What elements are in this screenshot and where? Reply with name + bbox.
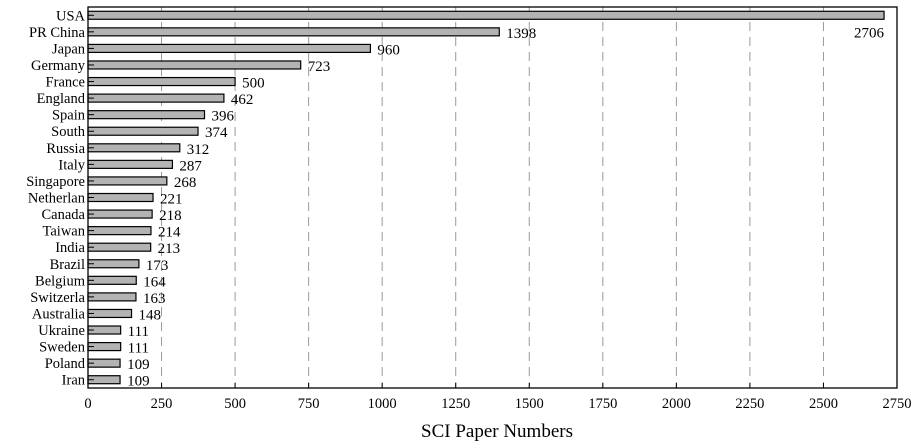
category-label: Canada — [42, 207, 86, 223]
category-label: India — [55, 240, 85, 256]
bar-spain — [87, 110, 206, 120]
value-label: 109 — [127, 374, 150, 390]
bar-australia — [87, 308, 133, 319]
bar-germany — [87, 60, 302, 70]
category-label: Iran — [62, 373, 86, 389]
value-labels: 2706139896072350046239637431228726822121… — [127, 25, 884, 389]
category-label: Italy — [58, 157, 85, 173]
category-label: Switzerla — [30, 290, 85, 306]
x-ticks: 0 250 500 750 1000 1250 1500 1750 2000 2250 2500 27… — [84, 383, 912, 412]
category-label: Japan — [52, 41, 86, 57]
bar-russia — [87, 143, 181, 153]
plot-frame — [87, 6, 898, 389]
grid-layer — [161, 7, 824, 388]
category-label: Belgium — [35, 273, 86, 289]
bar-france — [87, 76, 236, 87]
value-label: 1398 — [506, 26, 536, 42]
x-tick-label: 2250 — [735, 396, 764, 412]
value-label: 268 — [174, 175, 197, 191]
category-label: Australia — [32, 306, 86, 322]
category-label: Netherlan — [28, 191, 86, 207]
category-label: Spain — [52, 108, 86, 124]
value-label: 164 — [143, 274, 166, 290]
category-label: USA — [56, 8, 86, 24]
x-tick-label: 750 — [298, 396, 320, 412]
category-label: Poland — [45, 356, 86, 372]
value-label: 214 — [158, 225, 181, 241]
category-label: England — [37, 91, 86, 107]
bar-brazil — [87, 259, 140, 269]
category-label: Sweden — [39, 340, 86, 356]
value-label: 396 — [211, 109, 234, 125]
bar-usa — [87, 10, 885, 20]
value-label: 723 — [308, 59, 331, 75]
bar-belgium — [87, 275, 137, 285]
value-label: 109 — [127, 357, 150, 373]
value-label: 312 — [187, 142, 210, 158]
value-label: 213 — [158, 241, 181, 257]
category-label: Brazil — [50, 257, 85, 273]
category-label: Ukraine — [38, 323, 85, 339]
bar-england — [87, 93, 225, 103]
x-tick-label: 2500 — [809, 396, 838, 412]
category-label: PR China — [29, 25, 86, 41]
bar-japan — [87, 43, 372, 54]
value-label: 111 — [128, 324, 149, 340]
value-label: 374 — [205, 125, 228, 141]
x-tick-label: 1500 — [515, 396, 544, 412]
category-label: Russia — [46, 141, 85, 157]
value-label: 148 — [139, 307, 162, 323]
bar-switzerla — [87, 292, 137, 302]
category-label: France — [46, 75, 85, 91]
category-label: Taiwan — [43, 224, 86, 240]
value-label: 500 — [242, 76, 265, 92]
x-tick-label: 2750 — [883, 396, 912, 412]
category-label: Singapore — [26, 174, 85, 190]
x-axis-label: SCI Paper Numbers — [421, 421, 573, 442]
value-label: 462 — [231, 92, 254, 108]
x-tick-label: 1000 — [368, 396, 397, 412]
category-label: Germany — [31, 58, 86, 74]
value-label: 111 — [128, 341, 149, 357]
bar-canada — [87, 209, 153, 219]
x-tick-label: 500 — [224, 396, 246, 412]
bar-netherlan — [87, 192, 154, 203]
value-label: 163 — [143, 291, 166, 307]
x-tick-label: 1250 — [441, 396, 470, 412]
x-tick-label: 2000 — [662, 396, 691, 412]
bar-layer — [87, 10, 885, 385]
bar-south — [87, 126, 199, 136]
bar-singapore — [87, 176, 168, 186]
bar-taiwan — [87, 226, 152, 236]
x-tick-label: 1750 — [588, 396, 617, 412]
bar-india — [87, 242, 152, 252]
value-label: 2706 — [854, 25, 885, 41]
category-label: South — [51, 124, 86, 140]
value-label: 221 — [160, 192, 183, 208]
x-tick-label: 250 — [151, 396, 173, 412]
bar-italy — [87, 159, 174, 169]
value-label: 960 — [377, 42, 400, 58]
bar-pr-china — [87, 27, 500, 37]
y-ticks — [88, 14, 94, 381]
value-label: 173 — [146, 258, 169, 274]
value-label: 287 — [179, 158, 202, 174]
x-tick-label: 0 — [84, 396, 91, 412]
value-label: 218 — [159, 208, 182, 224]
